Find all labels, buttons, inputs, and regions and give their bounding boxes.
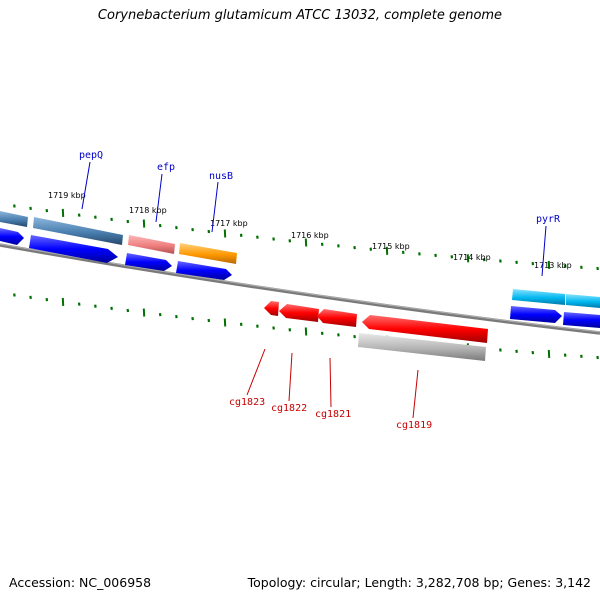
gene-label-efp[interactable]: efp [157,162,175,173]
feature-block-gray-cg1819 [358,333,486,361]
cds-forward-arrow-pyrr [510,306,562,323]
scale-label: 1715 kbp [372,242,410,251]
gene-leader-line [211,181,219,233]
cds-reverse-arrow-small [264,301,279,316]
cds-reverse-arrow-cg1821 [317,309,357,327]
cds-forward-arrow-nusb [176,261,232,280]
feature-block-orange-nusb [179,243,237,264]
scale-ticks-inner [13,293,599,360]
feature-block-steelblue-pepq [33,217,123,245]
gene-label-pepq[interactable]: pepQ [79,150,103,161]
gene-label-cg1821[interactable]: cg1821 [315,409,351,420]
scale-label: 1714 kbp [453,253,491,262]
genome-summary: Topology: circular; Length: 3,282,708 bp… [247,575,591,590]
scale-label: 1713 kbp [534,261,572,270]
gene-leader-line [246,348,266,396]
gene-leader-line [329,357,332,408]
cds-reverse-arrow-cg1822 [279,304,319,322]
feature-block-cyan-pyrr [512,289,565,305]
accession-label: Accession: NC_006958 [9,575,152,590]
gene-label-pyrr[interactable]: pyrR [536,214,561,225]
gene-leader-line [155,173,163,223]
scale-label: 1719 kbp [48,191,86,200]
gene-leader-line [541,225,547,277]
feature-block-pink-efp [128,235,175,254]
cds-forward-arrow-pepq [29,235,118,263]
gene-leader-line [288,352,293,402]
cds-forward-arrow-efp [125,253,172,271]
scale-label: 1717 kbp [210,219,248,228]
gene-label-cg1822[interactable]: cg1822 [271,403,307,414]
genome-backbone [0,243,600,335]
cds-reverse-arrow-cg1819 [362,315,488,343]
map-title: Corynebacterium glutamicum ATCC 13032, c… [97,8,503,23]
gene-label-cg1823[interactable]: cg1823 [229,397,265,408]
cds-forward-arrow-right [563,312,600,328]
cds-forward-arrow-left [0,228,24,245]
scale-label: 1716 kbp [291,231,329,240]
gene-leader-line [81,161,91,210]
gene-label-cg1819[interactable]: cg1819 [396,420,432,431]
gene-label-nusb[interactable]: nusB [209,171,233,182]
gene-leader-line [412,369,419,419]
scale-ticks-outer [13,204,599,271]
feature-block-cyan-right [566,294,600,308]
feature-block-steelblue-left [0,211,28,227]
scale-label: 1718 kbp [129,206,167,215]
